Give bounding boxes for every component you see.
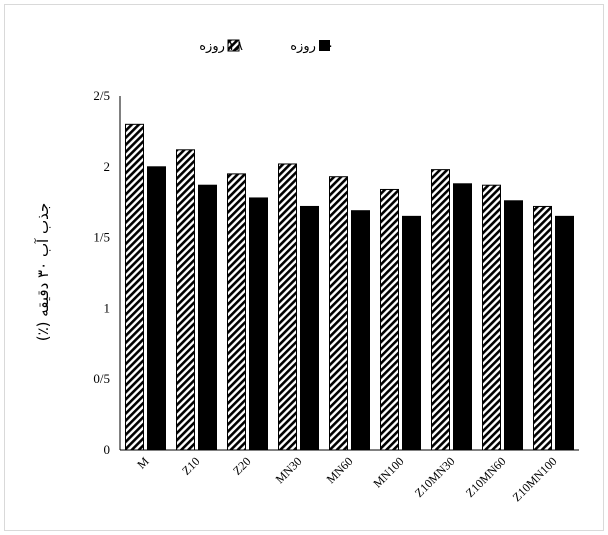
bar-series-1-z10mn60 [482,184,501,451]
bar-series-1-m [125,123,144,451]
plot-area: 00/511/522/5M Z10 Z20 MN30 MN60 MN100 Z10MN30 Z… [93,88,579,504]
bar-series-1-z10 [176,149,195,451]
y-tick-label: 1 [104,300,111,315]
x-tick-label-z10mn60: Z10MN60 [463,454,509,500]
bar-series-1-mn60 [329,176,348,451]
bar-series-2-z10mn60 [504,200,523,451]
bar-series-2-mn100 [402,215,421,451]
legend-swatch-series-1 [227,39,240,52]
y-tick-label: 0/5 [93,371,110,386]
bar-series-1-z10mn100 [533,205,552,451]
bar-series-2-z10mn100 [555,215,574,451]
bar-series-1-z20 [227,173,246,451]
x-tick-label-z10mn100: Z10MN100 [510,454,560,504]
y-tick-label: 0 [104,442,111,457]
bar-series-1-mn100 [380,188,399,451]
legend: ۲۸ روزه ۹۰ روزه [199,39,334,54]
bar-series-1-mn30 [278,163,297,451]
bar-series-2-mn30 [300,205,319,451]
bar-series-2-m [147,166,166,451]
x-tick-label-mn100: MN100 [370,454,406,490]
x-tick-label-mn60: MN60 [324,454,356,486]
x-tick-label-z10mn30: Z10MN30 [412,454,458,500]
x-tick-label-m: M [134,454,152,472]
y-tick-label: 2/5 [93,88,110,103]
legend-label-series-2: ۹۰ روزه [290,39,334,54]
legend-label-series-1: ۲۸ روزه [199,39,243,54]
bar-series-1-z10mn30 [431,169,450,451]
bar-series-2-z20 [249,197,268,451]
x-tick-label-z20: Z20 [230,454,254,478]
y-tick-label: 2 [104,159,111,174]
x-tick-label-mn30: MN30 [273,454,305,486]
bar-series-2-mn60 [351,210,370,451]
y-tick-label: 1/5 [93,230,110,245]
y-axis-title: جذب آب ۳۰ دقیقه (٪) [34,203,52,342]
x-tick-label-z10: Z10 [179,454,203,478]
bar-series-2-z10mn30 [453,183,472,451]
bar-series-2-z10 [198,184,217,451]
legend-swatch-series-2 [319,40,330,51]
